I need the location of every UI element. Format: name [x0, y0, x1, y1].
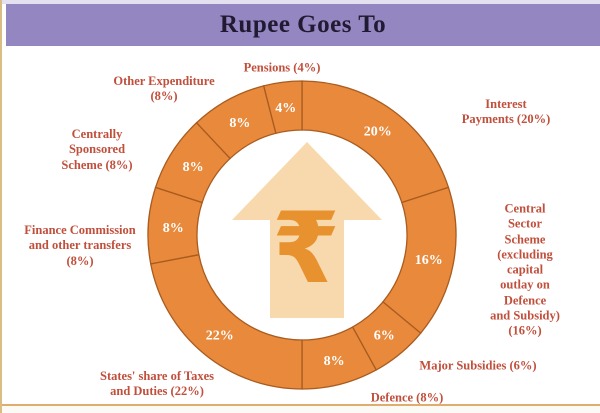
callout-pensions: Pensions (4%)	[243, 60, 321, 75]
segment-value-label-defence: 8%	[324, 354, 345, 369]
callout-finance-commission: Finance Commission and other transfers (…	[24, 223, 136, 268]
segment-value-label-interest-payments: 20%	[364, 125, 392, 140]
footer-margin	[2, 406, 600, 413]
bottom-border-line	[2, 404, 600, 406]
callout-central-sector-scheme: Central Sector Scheme (excluding capital…	[490, 201, 560, 338]
segment-value-label-other-expenditure: 8%	[229, 116, 250, 131]
donut-segment-pensions	[262, 80, 303, 135]
title-bar: Rupee Goes To	[6, 4, 600, 46]
page-title: Rupee Goes To	[219, 11, 387, 38]
callout-major-subsidies: Major Subsidies (6%)	[419, 358, 537, 373]
segment-value-label-states-share-of: 22%	[206, 328, 234, 343]
callout-other-expenditure: Other Expenditure (8%)	[113, 73, 215, 103]
callout-interest-payments: Interest Payments (20%)	[461, 96, 551, 126]
segment-value-label-major-subsidies: 6%	[374, 328, 395, 343]
callout-centrally-sponsored-scheme: Centrally Sponsored Scheme (8%)	[61, 127, 133, 172]
rupee-symbol-icon: ₹	[272, 192, 340, 306]
segment-value-label-central-sector-scheme: 16%	[415, 253, 443, 268]
segment-value-label-pensions: 4%	[275, 101, 296, 116]
donut-segments-layer: 20% 16% 6% 8% 22% 8% 8% 8% 4%	[147, 80, 457, 390]
callout-defence: Defence (8%)	[370, 390, 444, 405]
segment-value-label-finance-commission-and: 8%	[163, 221, 184, 236]
callout-states-share: States' share of Taxes and Duties (22%)	[99, 368, 215, 398]
segment-value-label-centrally-sponsored-scheme: 8%	[183, 160, 204, 175]
top-strip	[2, 0, 600, 4]
up-arrow-icon	[232, 142, 382, 318]
